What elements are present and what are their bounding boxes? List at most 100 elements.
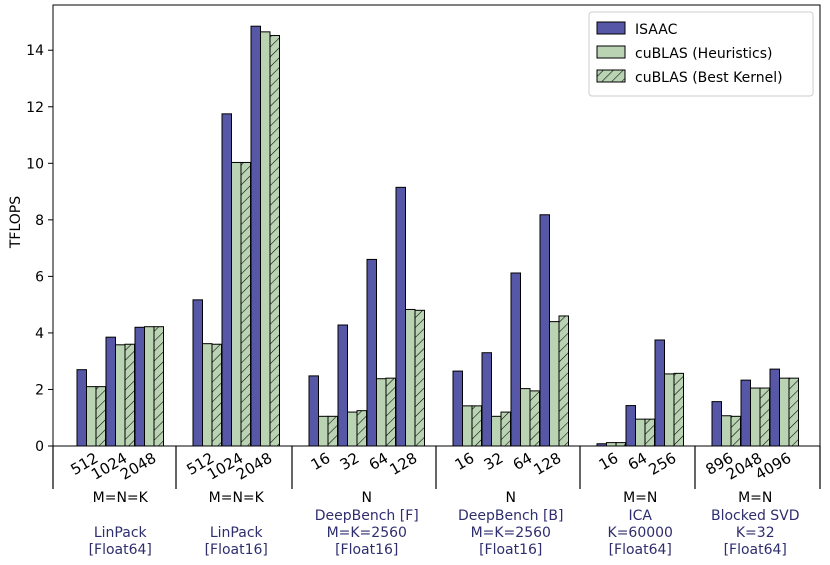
group-desc-1-1: [Float16] bbox=[205, 542, 268, 558]
group-desc-5-1: K=32 bbox=[736, 525, 775, 541]
bar-g3-128-isaac bbox=[539, 214, 550, 447]
group-desc-2-2: [Float16] bbox=[335, 542, 398, 558]
bar-g3-16-isaac bbox=[452, 370, 463, 447]
x-labels: 51210242048M=N=KLinPack[Float64]51210242… bbox=[52, 446, 821, 558]
category-label-64: 64 bbox=[510, 449, 536, 474]
bar-g2-16-cublasbestkernel bbox=[327, 415, 338, 447]
y-tick-label-10: 10 bbox=[26, 156, 44, 172]
bar-g5-4096-isaac bbox=[769, 368, 780, 447]
y-tick-label-14: 14 bbox=[26, 43, 44, 59]
bar-g4-64-cublasbestkernel bbox=[644, 418, 655, 447]
bar-g4-16-isaac bbox=[596, 443, 607, 447]
group-desc-3-1: M=K=2560 bbox=[471, 525, 551, 541]
bar-g1-2048-isaac bbox=[250, 25, 261, 447]
group-param-1: M=N=K bbox=[209, 490, 265, 506]
bar-g5-896-isaac bbox=[711, 401, 722, 447]
bar-g1-512-isaac bbox=[192, 299, 203, 447]
y-tick-label-4: 4 bbox=[35, 326, 44, 342]
bar-g1-2048-cublasheuristics bbox=[260, 31, 271, 447]
group-desc-1-0: LinPack bbox=[210, 525, 264, 541]
bar-g1-1024-cublasheuristics bbox=[231, 161, 242, 447]
bar-g5-896-cublasbestkernel bbox=[730, 415, 741, 447]
group-param-2: N bbox=[362, 490, 372, 506]
bar-g3-128-cublasbestkernel bbox=[558, 315, 569, 447]
bar-g4-16-cublasbestkernel bbox=[615, 442, 626, 447]
bar-g2-32-isaac bbox=[337, 324, 348, 447]
bar-g3-32-isaac bbox=[481, 352, 492, 447]
bar-g1-512-cublasbestkernel bbox=[211, 343, 222, 447]
bar-g3-16-cublasheuristics bbox=[462, 405, 473, 447]
category-label-16: 16 bbox=[596, 449, 622, 474]
y-tick-label-8: 8 bbox=[35, 213, 44, 229]
bar-g5-2048-cublasbestkernel bbox=[759, 387, 770, 447]
bar-g2-128-cublasbestkernel bbox=[414, 309, 425, 447]
category-label-256: 256 bbox=[645, 449, 679, 479]
bar-g0-1024-cublasbestkernel bbox=[124, 343, 135, 447]
group-desc-3-2: [Float16] bbox=[479, 542, 542, 558]
bar-g2-16-isaac bbox=[308, 375, 319, 447]
bar-g2-128-isaac bbox=[395, 186, 406, 447]
bar-g3-32-cublasbestkernel bbox=[500, 411, 511, 447]
bar-g4-16-cublasheuristics bbox=[606, 442, 617, 447]
category-label-16: 16 bbox=[308, 449, 334, 474]
bar-g2-64-isaac bbox=[366, 258, 377, 447]
legend-label-0: ISAAC bbox=[635, 22, 678, 38]
bar-g5-896-cublasheuristics bbox=[721, 415, 732, 447]
bar-g2-32-cublasbestkernel bbox=[356, 410, 367, 447]
legend-box bbox=[588, 11, 814, 97]
bar-g0-1024-isaac bbox=[105, 336, 116, 447]
bar-g3-64-cublasbestkernel bbox=[529, 390, 540, 447]
category-label-32: 32 bbox=[337, 449, 363, 474]
group-desc-5-2: [Float64] bbox=[724, 542, 787, 558]
group-desc-5-0: Blocked SVD bbox=[711, 508, 800, 524]
bar-g3-64-isaac bbox=[510, 272, 521, 447]
group-desc-2-1: M=K=2560 bbox=[327, 525, 407, 541]
group-param-3: N bbox=[506, 490, 516, 506]
category-label-128: 128 bbox=[530, 449, 564, 479]
y-tick-label-12: 12 bbox=[26, 100, 44, 116]
y-axis-title: TFLOPS bbox=[8, 196, 24, 249]
group-desc-4-1: K=60000 bbox=[608, 525, 673, 541]
bar-g0-2048-cublasbestkernel bbox=[153, 326, 164, 447]
group-param-4: M=N bbox=[623, 490, 657, 506]
category-label-64: 64 bbox=[625, 449, 651, 474]
category-label-16: 16 bbox=[452, 449, 478, 474]
bar-g0-512-isaac bbox=[76, 369, 87, 447]
bar-g3-64-cublasheuristics bbox=[520, 388, 531, 447]
y-tick-label-0: 0 bbox=[35, 439, 44, 455]
y-tick-label-6: 6 bbox=[35, 269, 44, 285]
bar-g0-512-cublasheuristics bbox=[86, 386, 97, 447]
bar-g2-64-cublasbestkernel bbox=[385, 377, 396, 447]
group-desc-3-0: DeepBench [B] bbox=[458, 508, 564, 524]
bar-g1-2048-cublasbestkernel bbox=[269, 35, 280, 447]
category-label-128: 128 bbox=[386, 449, 420, 479]
bar-g5-2048-isaac bbox=[740, 379, 751, 447]
bar-g2-64-cublasheuristics bbox=[376, 378, 387, 447]
group-desc-0-1: [Float64] bbox=[89, 542, 152, 558]
bar-g5-4096-cublasbestkernel bbox=[788, 377, 799, 447]
bar-g0-512-cublasbestkernel bbox=[95, 386, 106, 447]
bar-g1-1024-cublasbestkernel bbox=[240, 161, 251, 447]
bar-g2-32-cublasheuristics bbox=[347, 411, 358, 447]
legend-label-1: cuBLAS (Heuristics) bbox=[635, 46, 772, 62]
bar-g4-256-cublasheuristics bbox=[664, 373, 675, 447]
bar-g0-2048-isaac bbox=[134, 326, 145, 447]
bar-g5-2048-cublasheuristics bbox=[750, 387, 761, 447]
bar-g1-512-cublasheuristics bbox=[202, 343, 213, 447]
bar-g4-256-cublasbestkernel bbox=[673, 372, 684, 447]
group-desc-2-0: DeepBench [F] bbox=[315, 508, 419, 524]
group-desc-4-2: [Float64] bbox=[609, 542, 672, 558]
category-label-32: 32 bbox=[481, 449, 507, 474]
bar-g4-64-cublasheuristics bbox=[635, 418, 646, 447]
bar-g3-16-cublasbestkernel bbox=[471, 405, 482, 447]
bar-g0-1024-cublasheuristics bbox=[115, 344, 126, 447]
y-tick-label-2: 2 bbox=[35, 382, 44, 398]
category-label-64: 64 bbox=[366, 449, 392, 474]
bar-g2-128-cublasheuristics bbox=[405, 308, 416, 447]
group-param-5: M=N bbox=[738, 490, 772, 506]
legend-swatch-1 bbox=[596, 45, 626, 59]
bar-g3-128-cublasheuristics bbox=[549, 321, 560, 447]
bar-g0-2048-cublasheuristics bbox=[144, 326, 155, 447]
group-desc-4-0: ICA bbox=[629, 508, 653, 524]
